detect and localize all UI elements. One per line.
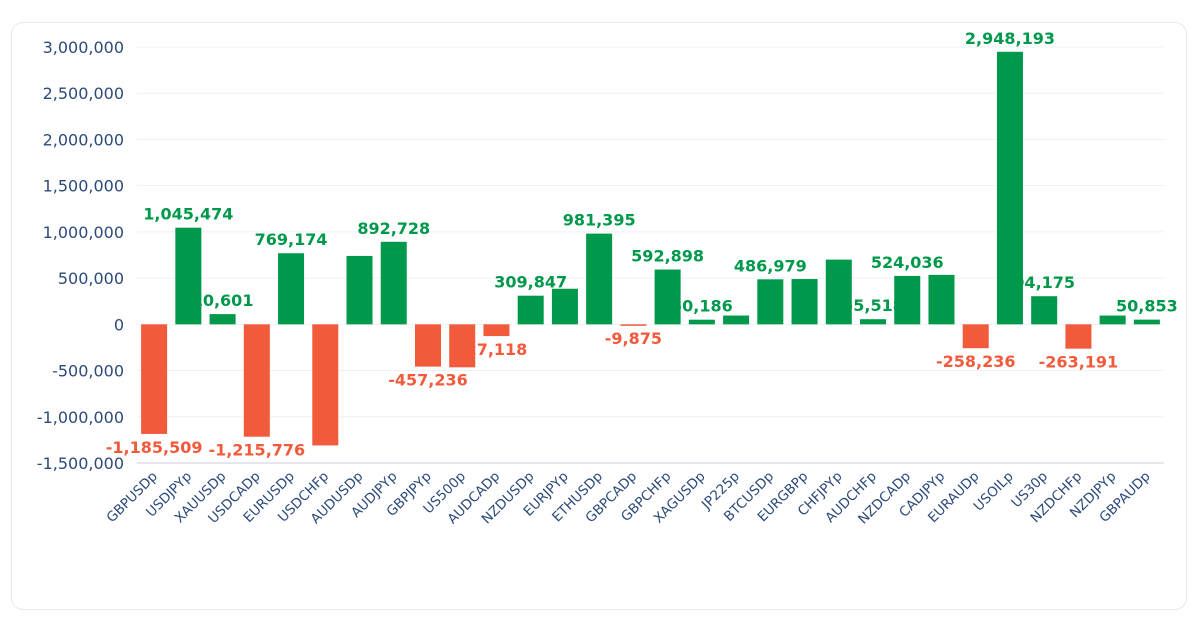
bar-GBPJPYp[interactable] — [414, 324, 441, 367]
data-label: 1,045,474 — [143, 205, 233, 224]
bar-NZDUSDp[interactable] — [517, 295, 544, 325]
data-label: -9,875 — [605, 329, 662, 348]
bar-XAGUSDp[interactable] — [688, 319, 715, 325]
bar-AUDJPYp[interactable] — [380, 241, 407, 325]
bar-US30p[interactable] — [1031, 296, 1058, 325]
bar-EURUSDp[interactable] — [278, 253, 305, 325]
data-label: 10,601 — [192, 291, 254, 310]
data-label: 2,948,193 — [965, 29, 1055, 48]
y-tick-label: -500,000 — [52, 362, 124, 381]
bar-JP225p[interactable] — [723, 315, 750, 325]
y-tick-label: 1,000,000 — [43, 223, 124, 242]
bar-EURJPYp[interactable] — [551, 288, 578, 325]
bar-chart: 3,000,000 2,500,000 2,000,000 1,500,000 1,00… — [37, 29, 1178, 528]
bar-AUDCADp[interactable] — [483, 324, 510, 337]
bar-USOILp[interactable] — [996, 51, 1023, 325]
data-label: 769,174 — [255, 230, 328, 249]
y-tick-label: 3,000,000 — [43, 38, 124, 57]
y-tick-label: 2,500,000 — [43, 84, 124, 103]
bar-GBPCADp[interactable] — [620, 324, 647, 326]
data-label: -457,236 — [388, 371, 468, 390]
y-tick-label: -1,500,000 — [37, 454, 124, 473]
bar-NZDCADp[interactable] — [894, 275, 921, 325]
y-tick-label: 1,500,000 — [43, 177, 124, 196]
bar-AUDCHFp[interactable] — [860, 319, 887, 325]
bar-XAUUSDp[interactable] — [209, 314, 236, 325]
data-label: 524,036 — [871, 253, 944, 272]
data-label: 486,979 — [734, 256, 807, 275]
data-label: 892,728 — [357, 219, 430, 238]
data-label: 04,175 — [1013, 273, 1075, 292]
data-label: 50,853 — [1116, 297, 1178, 316]
y-tick-label: -1,000,000 — [37, 408, 124, 427]
data-label: -258,236 — [936, 352, 1016, 371]
bar-USDJPYp[interactable] — [175, 227, 202, 325]
data-label: -263,191 — [1039, 353, 1119, 372]
chart-card: 3,000,000 2,500,000 2,000,000 1,500,000 1,00… — [11, 22, 1187, 610]
bar-ETHUSDp[interactable] — [586, 233, 613, 325]
y-tick-label: 0 — [114, 315, 124, 334]
bar-EURAUDp[interactable] — [962, 324, 989, 349]
bar-EURGBPp[interactable] — [791, 279, 818, 325]
bar-GBPAUDp[interactable] — [1133, 319, 1160, 325]
data-label: 981,395 — [563, 211, 636, 230]
bar-CADJPYp[interactable] — [928, 274, 955, 325]
data-label: -1,185,509 — [106, 438, 203, 457]
y-tick-label: 500,000 — [58, 269, 124, 288]
bar-US500p[interactable] — [449, 324, 476, 368]
data-label: 55,518 — [842, 296, 904, 315]
data-label: 27,118 — [466, 340, 528, 359]
bar-CHFJPYp[interactable] — [825, 259, 852, 325]
bar-AUDUSDp[interactable] — [346, 255, 373, 325]
bar-NZDJPYp[interactable] — [1099, 315, 1126, 325]
bar-USDCADp[interactable] — [243, 324, 270, 437]
bar-USDCHFp[interactable] — [312, 324, 339, 446]
data-label: 309,847 — [494, 273, 567, 292]
data-label: -1,215,776 — [208, 441, 305, 460]
data-label: 50,186 — [671, 297, 733, 316]
bar-BTCUSDp[interactable] — [757, 279, 784, 325]
data-label: 592,898 — [631, 247, 704, 266]
bar-NZDCHFp[interactable] — [1065, 324, 1092, 349]
bar-GBPUSDp[interactable] — [141, 324, 168, 434]
bar-GBPCHFp[interactable] — [654, 269, 681, 325]
y-tick-label: 2,000,000 — [43, 130, 124, 149]
